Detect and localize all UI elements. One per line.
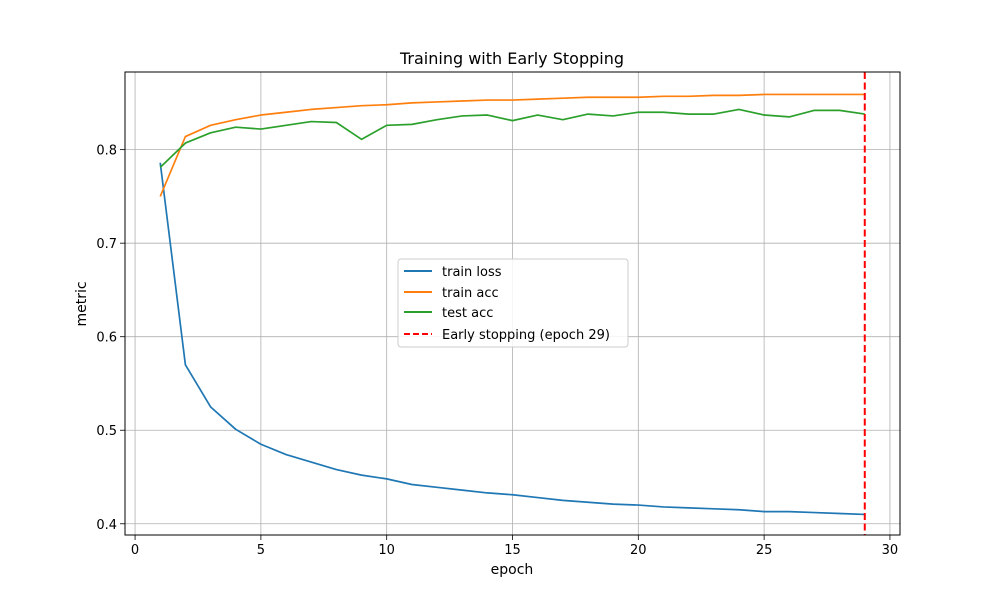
- y-axis-label: metric: [74, 281, 90, 326]
- x-tick-label: 25: [756, 543, 773, 558]
- series-line-train-loss: [159, 162, 865, 516]
- y-tick-label: 0.4: [96, 518, 117, 533]
- series-layer: [159, 72, 866, 535]
- x-tick-label: 5: [257, 543, 265, 558]
- legend-label-train-loss: train loss: [442, 265, 502, 280]
- legend-label-early-stopping: Early stopping (epoch 29): [442, 328, 610, 343]
- y-tick-label: 0.6: [96, 331, 117, 346]
- legend: train loss train acc test acc Early stop…: [397, 258, 629, 348]
- y-axis-ticks: 0.4 0.5 0.6 0.7 0.8: [96, 144, 125, 533]
- x-tick-label: 0: [131, 543, 139, 558]
- x-tick-label: 10: [378, 543, 395, 558]
- x-axis-ticks: 0 5 10 15 20 25 30: [131, 535, 898, 558]
- x-axis-label: epoch: [491, 562, 534, 578]
- y-tick-label: 0.7: [96, 237, 117, 252]
- y-tick-label: 0.8: [96, 144, 117, 159]
- legend-box: [397, 258, 629, 348]
- x-tick-label: 15: [504, 543, 521, 558]
- legend-label-test-acc: test acc: [442, 306, 493, 321]
- series-line-train-acc: [159, 93, 865, 197]
- x-tick-label: 30: [882, 543, 899, 558]
- y-tick-label: 0.5: [96, 424, 117, 439]
- x-tick-label: 20: [630, 543, 647, 558]
- chart-title: Training with Early Stopping: [399, 49, 624, 68]
- legend-label-train-acc: train acc: [442, 286, 499, 301]
- series-line-test-acc: [159, 108, 865, 169]
